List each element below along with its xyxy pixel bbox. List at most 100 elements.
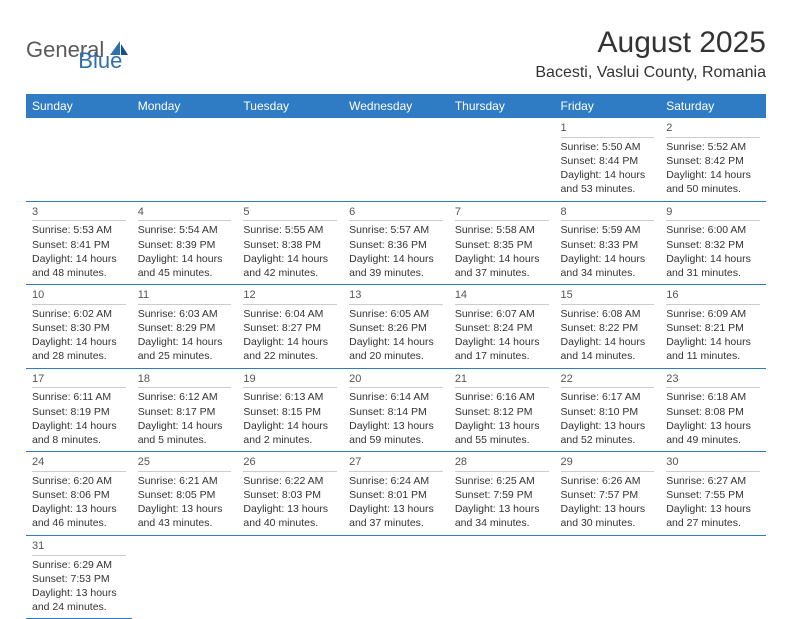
calendar-cell: 4Sunrise: 5:54 AMSunset: 8:39 PMDaylight… (132, 201, 238, 285)
calendar-table: SundayMondayTuesdayWednesdayThursdayFrid… (26, 94, 766, 619)
cell-line: and 59 minutes. (349, 433, 443, 447)
day-number: 25 (138, 455, 232, 472)
day-number: 18 (138, 372, 232, 389)
calendar-cell: 23Sunrise: 6:18 AMSunset: 8:08 PMDayligh… (660, 368, 766, 452)
calendar-cell: 1Sunrise: 5:50 AMSunset: 8:44 PMDaylight… (555, 118, 661, 201)
calendar-cell (26, 118, 132, 201)
cell-line: Sunrise: 6:05 AM (349, 307, 443, 321)
day-number: 7 (455, 205, 549, 222)
cell-line: Daylight: 13 hours (455, 419, 549, 433)
cell-line: Sunrise: 6:29 AM (32, 558, 126, 572)
day-number: 13 (349, 288, 443, 305)
day-header: Wednesday (343, 94, 449, 118)
calendar-cell: 14Sunrise: 6:07 AMSunset: 8:24 PMDayligh… (449, 285, 555, 369)
cell-line: Sunset: 8:42 PM (666, 154, 760, 168)
header: General Blue August 2025 Bacesti, Vaslui… (26, 26, 766, 82)
cell-line: Sunset: 8:27 PM (243, 321, 337, 335)
cell-line: Sunrise: 5:53 AM (32, 223, 126, 237)
cell-line: Sunrise: 6:27 AM (666, 474, 760, 488)
day-number: 21 (455, 372, 549, 389)
day-number: 28 (455, 455, 549, 472)
cell-line: and 31 minutes. (666, 266, 760, 280)
cell-line: Daylight: 14 hours (138, 335, 232, 349)
cell-line: Sunrise: 6:00 AM (666, 223, 760, 237)
cell-line: Daylight: 14 hours (349, 335, 443, 349)
cell-line: Daylight: 14 hours (349, 252, 443, 266)
day-number: 3 (32, 205, 126, 222)
cell-line: and 34 minutes. (561, 266, 655, 280)
day-header: Saturday (660, 94, 766, 118)
cell-line: Sunset: 8:08 PM (666, 405, 760, 419)
cell-line: and 25 minutes. (138, 349, 232, 363)
calendar-cell: 9Sunrise: 6:00 AMSunset: 8:32 PMDaylight… (660, 201, 766, 285)
day-number: 20 (349, 372, 443, 389)
cell-line: Daylight: 14 hours (138, 252, 232, 266)
cell-line: Sunset: 8:38 PM (243, 238, 337, 252)
day-number: 26 (243, 455, 337, 472)
cell-line: and 20 minutes. (349, 349, 443, 363)
cell-line: Sunset: 8:21 PM (666, 321, 760, 335)
cell-line: Sunset: 8:17 PM (138, 405, 232, 419)
cell-line: and 45 minutes. (138, 266, 232, 280)
day-number: 23 (666, 372, 760, 389)
cell-line: Sunset: 8:19 PM (32, 405, 126, 419)
location: Bacesti, Vaslui County, Romania (535, 64, 766, 82)
cell-line: Sunrise: 6:03 AM (138, 307, 232, 321)
cell-line: and 40 minutes. (243, 516, 337, 530)
cell-line: Daylight: 13 hours (455, 502, 549, 516)
cell-line: Sunset: 7:59 PM (455, 488, 549, 502)
calendar-cell: 6Sunrise: 5:57 AMSunset: 8:36 PMDaylight… (343, 201, 449, 285)
cell-line: Sunrise: 6:17 AM (561, 390, 655, 404)
cell-line: Daylight: 14 hours (561, 252, 655, 266)
cell-line: Daylight: 14 hours (561, 168, 655, 182)
calendar-cell: 21Sunrise: 6:16 AMSunset: 8:12 PMDayligh… (449, 368, 555, 452)
cell-line: Daylight: 13 hours (32, 502, 126, 516)
calendar-cell (132, 535, 238, 619)
cell-line: Sunset: 8:15 PM (243, 405, 337, 419)
cell-line: and 55 minutes. (455, 433, 549, 447)
cell-line: Sunset: 8:22 PM (561, 321, 655, 335)
cell-line: Sunrise: 6:08 AM (561, 307, 655, 321)
day-number: 27 (349, 455, 443, 472)
cell-line: and 22 minutes. (243, 349, 337, 363)
day-number: 12 (243, 288, 337, 305)
cell-line: and 5 minutes. (138, 433, 232, 447)
cell-line: Daylight: 13 hours (349, 419, 443, 433)
cell-line: and 37 minutes. (455, 266, 549, 280)
cell-line: Daylight: 14 hours (243, 419, 337, 433)
cell-line: Sunset: 8:29 PM (138, 321, 232, 335)
calendar-row: 10Sunrise: 6:02 AMSunset: 8:30 PMDayligh… (26, 285, 766, 369)
day-header: Friday (555, 94, 661, 118)
cell-line: Sunset: 8:03 PM (243, 488, 337, 502)
cell-line: Sunrise: 6:20 AM (32, 474, 126, 488)
cell-line: Sunrise: 6:09 AM (666, 307, 760, 321)
cell-line: Sunrise: 6:04 AM (243, 307, 337, 321)
calendar-cell (343, 118, 449, 201)
calendar-cell (132, 118, 238, 201)
cell-line: Daylight: 14 hours (32, 252, 126, 266)
cell-line: Sunset: 8:05 PM (138, 488, 232, 502)
cell-line: Daylight: 14 hours (666, 252, 760, 266)
calendar-cell: 3Sunrise: 5:53 AMSunset: 8:41 PMDaylight… (26, 201, 132, 285)
cell-line: and 43 minutes. (138, 516, 232, 530)
calendar-cell: 25Sunrise: 6:21 AMSunset: 8:05 PMDayligh… (132, 452, 238, 536)
day-number: 29 (561, 455, 655, 472)
cell-line: Sunset: 8:39 PM (138, 238, 232, 252)
cell-line: and 30 minutes. (561, 516, 655, 530)
calendar-row: 1Sunrise: 5:50 AMSunset: 8:44 PMDaylight… (26, 118, 766, 201)
cell-line: Daylight: 14 hours (243, 252, 337, 266)
calendar-cell (660, 535, 766, 619)
cell-line: Sunrise: 5:55 AM (243, 223, 337, 237)
calendar-cell: 28Sunrise: 6:25 AMSunset: 7:59 PMDayligh… (449, 452, 555, 536)
calendar-row: 17Sunrise: 6:11 AMSunset: 8:19 PMDayligh… (26, 368, 766, 452)
cell-line: Daylight: 13 hours (243, 502, 337, 516)
calendar-cell (343, 535, 449, 619)
calendar-cell: 18Sunrise: 6:12 AMSunset: 8:17 PMDayligh… (132, 368, 238, 452)
day-number: 4 (138, 205, 232, 222)
day-number: 11 (138, 288, 232, 305)
cell-line: Sunrise: 6:02 AM (32, 307, 126, 321)
cell-line: Daylight: 13 hours (138, 502, 232, 516)
calendar-cell: 16Sunrise: 6:09 AMSunset: 8:21 PMDayligh… (660, 285, 766, 369)
cell-line: and 11 minutes. (666, 349, 760, 363)
day-number: 10 (32, 288, 126, 305)
